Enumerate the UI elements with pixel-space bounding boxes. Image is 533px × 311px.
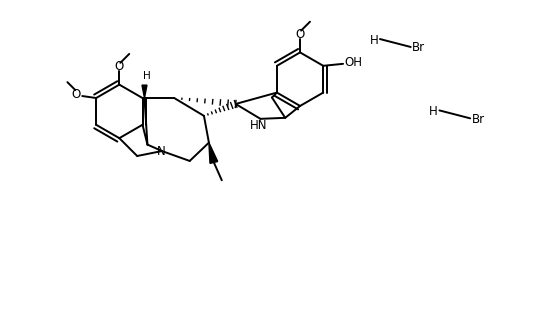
Text: O: O bbox=[295, 28, 305, 41]
Text: H: H bbox=[143, 71, 150, 81]
Polygon shape bbox=[209, 143, 217, 163]
Text: HN: HN bbox=[249, 119, 267, 132]
Text: H: H bbox=[429, 105, 438, 118]
Text: Br: Br bbox=[412, 41, 425, 54]
Text: Br: Br bbox=[472, 113, 484, 126]
Text: H: H bbox=[370, 34, 378, 47]
Polygon shape bbox=[142, 85, 147, 98]
Text: O: O bbox=[72, 88, 81, 100]
Text: N: N bbox=[157, 145, 165, 158]
Text: OH: OH bbox=[344, 56, 362, 69]
Text: O: O bbox=[115, 60, 124, 73]
